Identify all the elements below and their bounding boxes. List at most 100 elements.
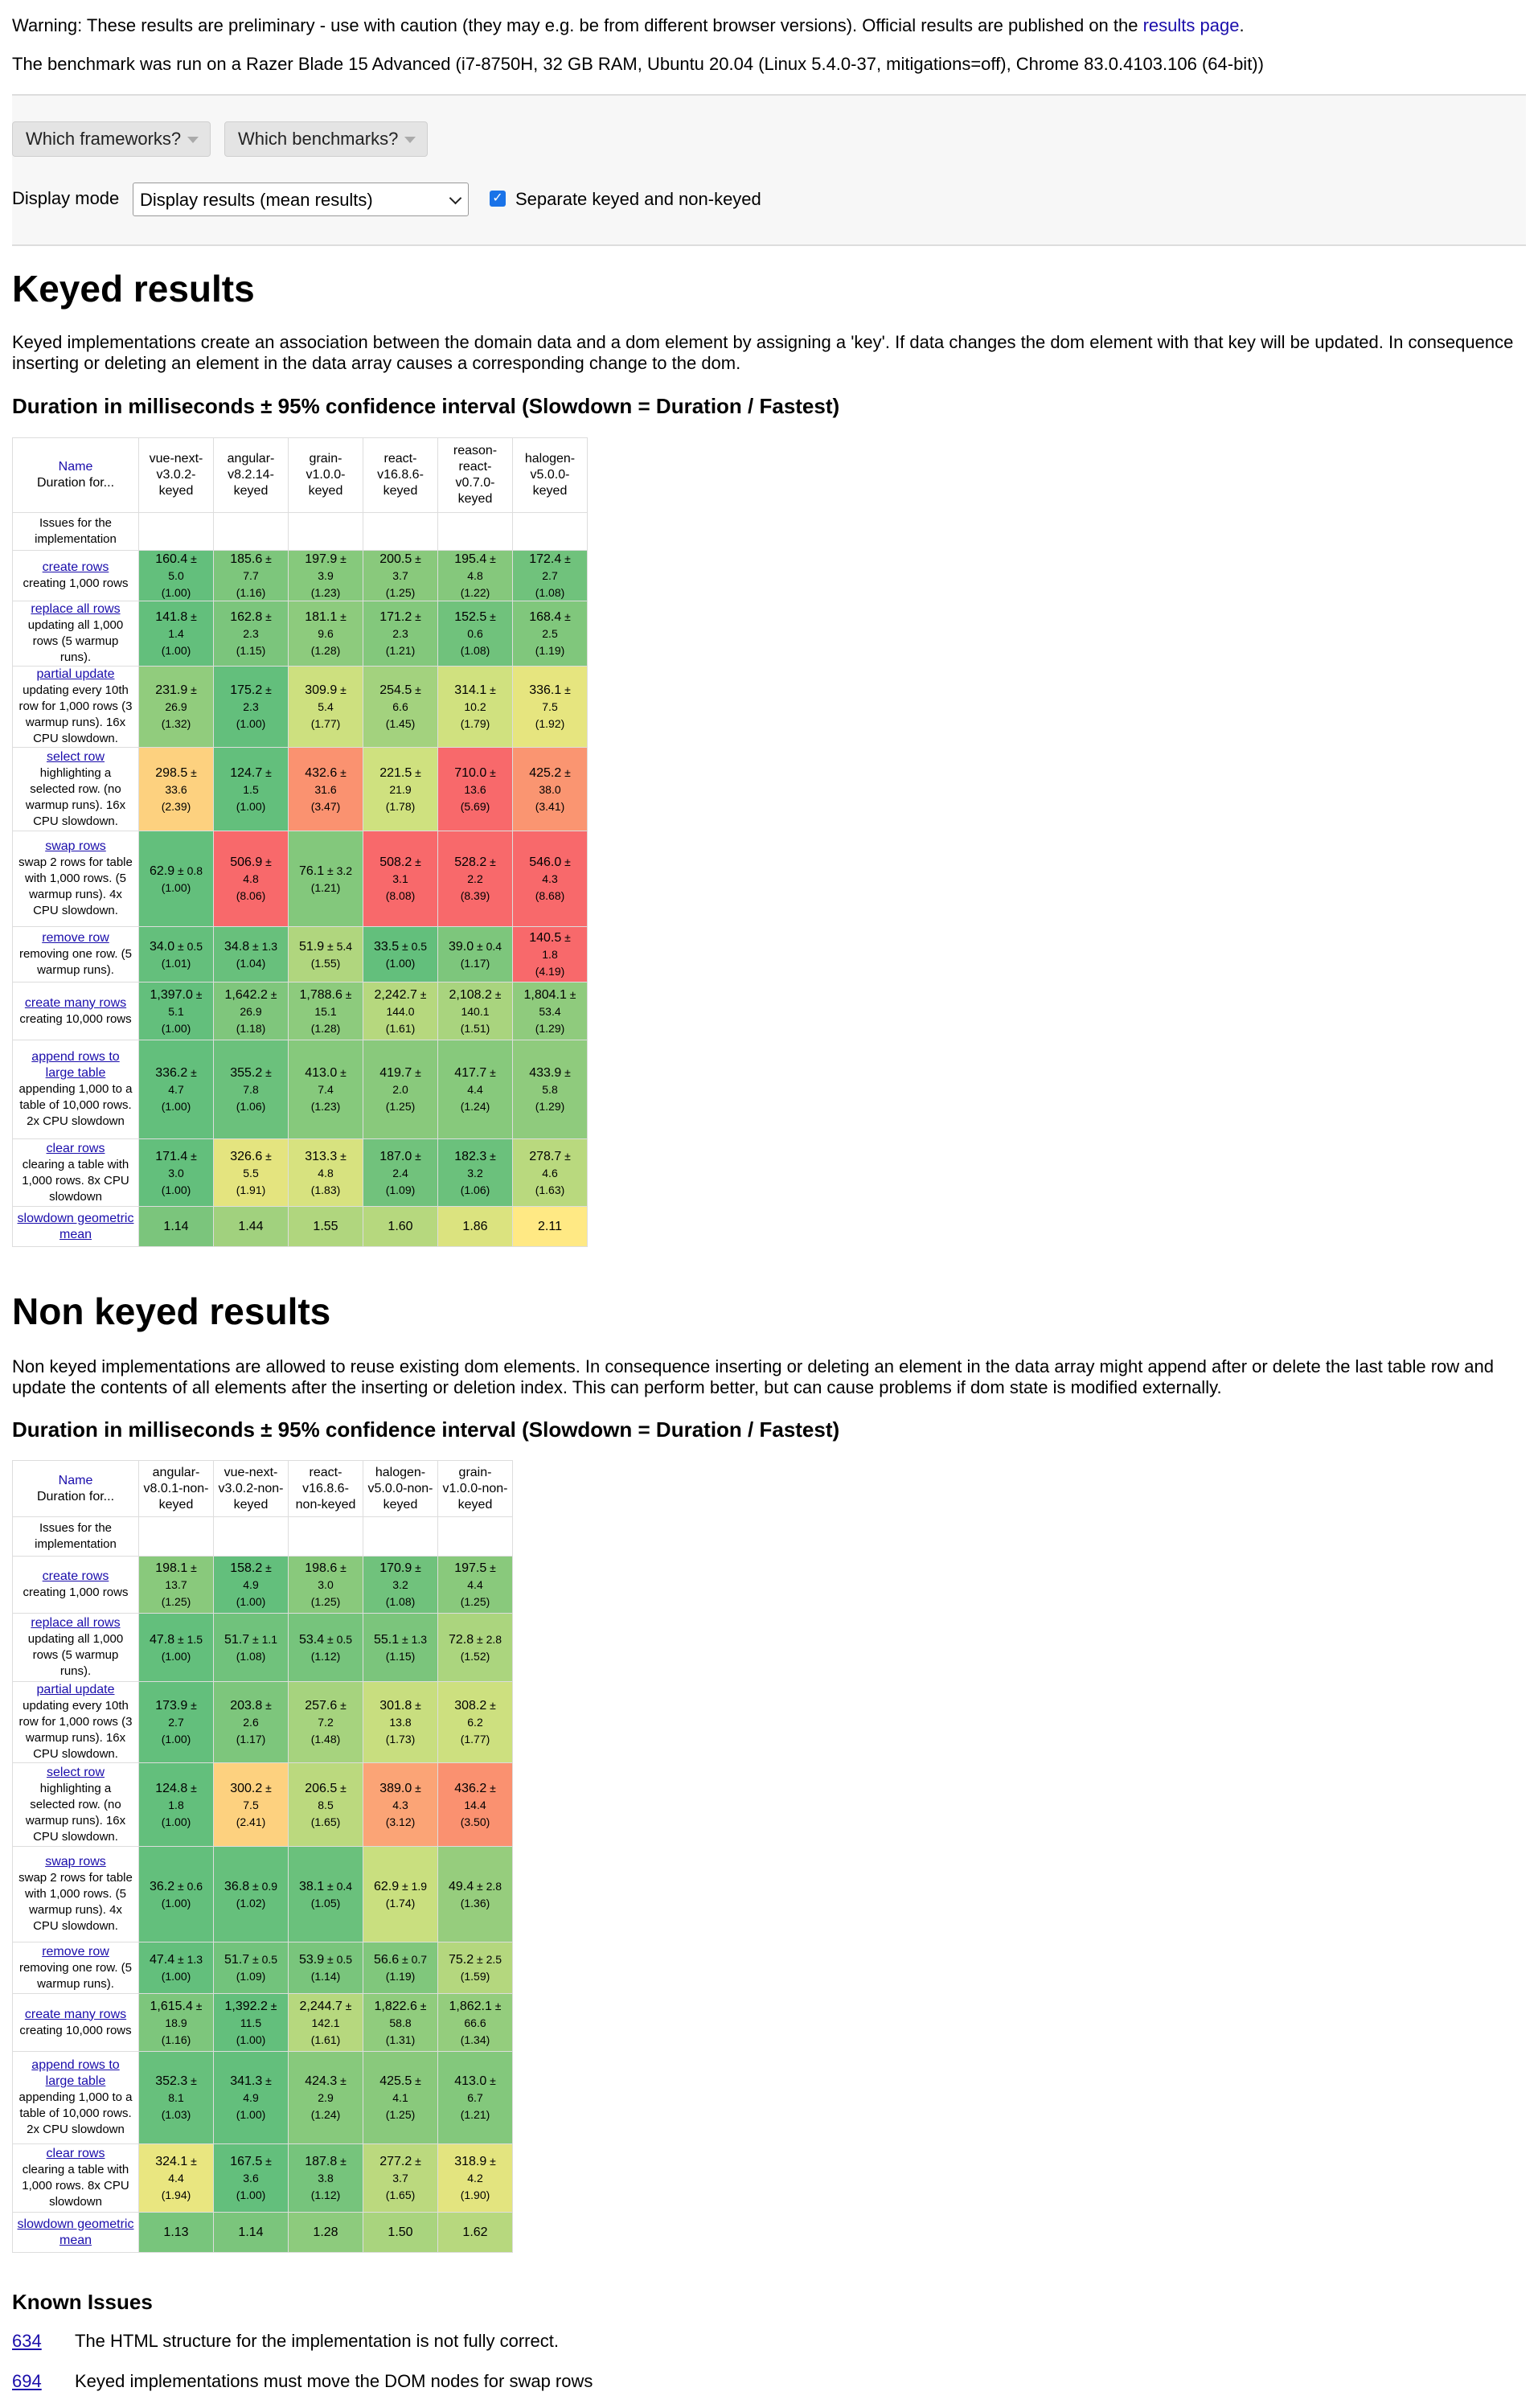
slowdown-factor: (1.29) [535,1021,565,1035]
keyed-table-title: Duration in milliseconds ± 95% confidenc… [12,394,840,418]
confidence-interval: 33.6 [165,782,187,796]
mean-value: 167.5 [230,2155,263,2168]
result-cell: 1,615.4 ± 18.9 (1.16) [138,1993,214,2052]
benchmark-description: updating every 10th row for 1,000 rows (… [18,1699,133,1761]
plus-minus-sign: ± [412,552,421,565]
benchmark-name-link[interactable]: clear rows [46,2147,105,2160]
ci-line: 13.8 [367,1714,434,1731]
confidence-interval: 2.5 [542,627,558,640]
plus-minus-sign: ± [561,855,571,868]
slowdown-factor: (1.08) [236,1649,266,1663]
geometric-mean-link[interactable]: slowdown geometric mean [17,1211,134,1241]
value-line: 1,615.4 ± [142,1998,210,2015]
slowdown-factor: (1.00) [236,717,266,730]
benchmark-name-link[interactable]: remove row [42,931,109,945]
result-cell: 1,788.6 ± 15.1 (1.28) [288,982,363,1040]
confidence-interval: 0.6 [187,1879,203,1893]
which-benchmarks-button[interactable]: Which benchmarks? [224,121,429,157]
mean-value: 62.9 [373,1879,400,1893]
slowdown-factor: (1.22) [460,586,490,599]
benchmark-name-link[interactable]: create rows [42,1569,109,1583]
separate-keyed-checkbox[interactable]: ✓ [490,191,506,207]
sort-by-name-link[interactable]: Name [58,460,93,474]
benchmark-description: highlighting a selected row. (no warmup … [25,765,126,828]
ci-line: 140.1 [441,1003,509,1020]
result-cell: 173.9 ± 2.7 (1.00) [138,1681,214,1763]
plus-minus-sign: ± [174,939,187,953]
ci-line: 5.1 [142,1003,210,1020]
value-line: 352.3 ± [142,2073,210,2090]
results-page-link[interactable]: results page [1142,15,1240,35]
result-cell: 324.1 ± 4.4 (1.94) [138,2143,214,2213]
ci-line: 4.9 [217,1577,285,1594]
benchmark-row: partial update updating every 10th row fo… [12,1681,513,1763]
benchmark-name-link[interactable]: create many rows [24,995,127,1010]
framework-header: angular-v8.0.1-non-keyed [138,1460,214,1517]
mean-value: 47.8 [149,1632,175,1647]
benchmark-name-link[interactable]: clear rows [46,1141,105,1155]
value-line: 49.4 ± 2.8 [441,1878,509,1895]
mean-value: 336.1 [529,683,562,697]
benchmark-description: swap 2 rows for table with 1,000 rows. (… [18,855,133,917]
issue-link[interactable]: 634 [12,2331,42,2351]
slowdown-factor: (1.48) [310,1733,341,1745]
confidence-interval: 10.2 [464,700,486,713]
issue-link[interactable]: 694 [12,2371,42,2391]
result-cell: 36.8 ± 0.9 (1.02) [213,1846,289,1942]
result-cell: 2,244.7 ± 142.1 (1.61) [288,1993,363,2052]
benchmark-name-link[interactable]: append rows to large table [31,1050,120,1080]
framework-header: react-v16.8.6-non-keyed [288,1460,363,1517]
value-line: 51.7 ± 0.5 [217,1951,285,1968]
benchmark-row: create many rows creating 10,000 rows 1,61… [12,1993,513,2052]
which-frameworks-button[interactable]: Which frameworks? [12,121,211,157]
value-line: 1,788.6 ± [292,987,359,1003]
benchmark-name-link[interactable]: replace all rows [31,602,121,616]
benchmark-name-cell: replace all rows updating all 1,000 rows … [12,601,139,667]
value-line: 55.1 ± 1.3 [367,1631,434,1648]
sort-by-name-link[interactable]: Name [58,1473,93,1487]
geometric-mean-link[interactable]: slowdown geometric mean [17,2217,134,2247]
slowdown-factor: (1.21) [310,880,341,894]
benchmark-name-link[interactable]: swap rows [45,1855,106,1869]
benchmark-name-link[interactable]: partial update [36,1683,115,1696]
confidence-interval: 2.0 [392,1083,408,1096]
result-cell: 167.5 ± 3.6 (1.00) [213,2143,289,2213]
ci-line: 8.5 [292,1797,359,1814]
mean-value: 298.5 [155,765,188,780]
result-cell: 38.1 ± 0.4 (1.05) [288,1846,363,1942]
benchmark-name-link[interactable]: create many rows [24,2007,127,2021]
benchmark-name-link[interactable]: replace all rows [31,1616,121,1630]
ci-line: 3.6 [217,2170,285,2187]
slowdown-factor: (1.51) [460,1021,490,1035]
ci-line: 11.5 [217,2015,285,2032]
ci-line: 7.4 [292,1081,359,1098]
benchmark-name-link[interactable]: partial update [36,667,115,681]
benchmark-name-link[interactable]: select row [46,749,105,764]
duration-for-label: Duration for... [36,1489,115,1503]
benchmark-name-cell: select row highlighting a selected row. (… [12,747,139,831]
mean-value: 187.8 [305,2155,338,2168]
confidence-interval: 0.5 [336,1632,353,1646]
benchmark-name-link[interactable]: remove row [42,1944,109,1959]
slowdown-factor: (1.77) [310,717,341,730]
result-cell: 308.2 ± 6.2 (1.77) [437,1681,513,1763]
mean-value: 56.6 [373,1953,400,1967]
benchmark-name-link[interactable]: select row [46,1765,105,1779]
benchmark-name-link[interactable]: create rows [42,560,109,574]
mean-value: 198.6 [305,1561,338,1575]
value-line: 197.5 ± [441,1560,509,1577]
plus-minus-sign: ± [337,2074,347,2087]
value-line: 181.1 ± [292,609,359,626]
mean-value: 254.5 [379,683,412,697]
header-row: Name Duration for... angular-v8.0.1-non-ke… [12,1460,513,1517]
issues-cell [512,512,588,551]
slowdown-factor: (1.24) [460,1100,490,1113]
benchmark-name-link[interactable]: swap rows [45,839,106,853]
display-mode-select[interactable]: Display results (mean results) [133,183,469,216]
plus-minus-sign: ± [412,1066,421,1079]
confidence-interval: 2.8 [486,1879,502,1893]
benchmark-name-link[interactable]: append rows to large table [31,2058,120,2088]
result-cell: 1,397.0 ± 5.1 (1.00) [138,982,214,1040]
mean-value: 62.9 [149,864,175,878]
confidence-interval: 1.8 [542,948,558,961]
